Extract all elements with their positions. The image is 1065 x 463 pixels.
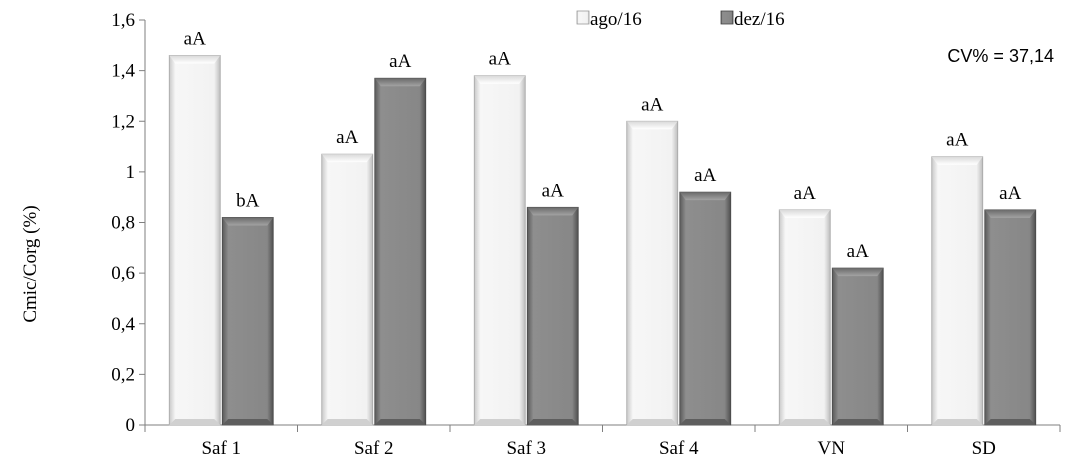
y-tick-label: 0 xyxy=(126,415,136,436)
bar-data-label: aA xyxy=(847,241,869,262)
bar-ago16 xyxy=(626,120,679,426)
legend-swatch-ago16 xyxy=(576,10,590,25)
bar-bevel-bottom xyxy=(832,419,884,425)
legend-label-ago16: ago/16 xyxy=(590,9,642,30)
bar-body xyxy=(831,267,884,426)
y-axis-label: Cmic/Corg (%) xyxy=(20,205,41,322)
bar-bevel-top xyxy=(374,78,426,87)
bar-body xyxy=(778,209,831,426)
bar-bevel-bottom xyxy=(474,419,526,425)
x-tick-label: VN xyxy=(818,438,846,459)
bar-bevel-bottom xyxy=(779,419,831,425)
bar-bevel-top xyxy=(474,75,526,84)
bar-labels: aA aA aA aA aA aA bA aA aA aA aA aA xyxy=(184,28,1022,262)
bar-dez16 xyxy=(831,267,884,426)
bar-dez16 xyxy=(984,209,1037,426)
bar-bevel-bottom xyxy=(374,419,426,425)
y-tick-label: 0,2 xyxy=(111,364,135,385)
cv-annotation: CV% = 37,14 xyxy=(947,46,1054,66)
legend-label-dez16: dez/16 xyxy=(734,9,785,30)
bar-dez16 xyxy=(374,77,427,426)
bar-bevel-top xyxy=(626,121,678,130)
bar-body xyxy=(931,156,984,426)
bar-dez16 xyxy=(526,206,579,426)
bar-bevel-top xyxy=(931,156,983,165)
bar-bevel-top xyxy=(779,209,831,218)
x-tick-label: Saf 1 xyxy=(201,438,241,459)
x-tick-label: Saf 4 xyxy=(659,438,699,459)
bar-data-label: aA xyxy=(184,28,206,49)
bar-data-label: aA xyxy=(641,94,663,115)
bar-bevel-bottom xyxy=(931,419,983,425)
bar-body xyxy=(984,209,1037,426)
x-tick-label: Saf 2 xyxy=(354,438,394,459)
bar-ago16 xyxy=(473,75,526,426)
bar-body xyxy=(374,77,427,426)
bar-dez16 xyxy=(221,217,274,426)
bar-bevel-bottom xyxy=(984,419,1036,425)
y-tick-label: 1,4 xyxy=(111,61,135,82)
bar-ago16 xyxy=(931,156,984,426)
bar-body xyxy=(679,191,732,426)
bar-bevel-top xyxy=(832,268,884,277)
bar-data-label: aA xyxy=(489,49,511,70)
y-tick-label: 0,4 xyxy=(111,314,135,335)
bar-data-label: aA xyxy=(999,183,1021,204)
y-tick-label: 1,2 xyxy=(111,111,135,132)
bar-bevel-bottom xyxy=(679,419,731,425)
bar-body xyxy=(321,153,374,426)
bar-bevel-top xyxy=(679,192,731,201)
bar-data-label: aA xyxy=(694,165,716,186)
bar-bevel-top xyxy=(169,55,221,64)
bar-bevel-top xyxy=(984,209,1036,218)
bar-data-label: aA xyxy=(946,130,968,151)
y-tick-label: 0,8 xyxy=(111,213,135,234)
y-tick-label: 1 xyxy=(126,162,136,183)
bar-bevel-bottom xyxy=(321,419,373,425)
bar-bevel-top xyxy=(222,217,274,226)
bar-dez16 xyxy=(679,191,732,426)
legend-item-ago16: ago/16 xyxy=(576,9,642,30)
legend-swatch-dez16 xyxy=(720,10,734,25)
bars xyxy=(168,55,1037,426)
bar-body xyxy=(526,206,579,426)
bar-body xyxy=(626,120,679,426)
y-tick-label: 0,6 xyxy=(111,263,135,284)
bar-body xyxy=(221,217,274,426)
bar-bevel-top xyxy=(321,154,373,163)
legend-item-dez16: dez/16 xyxy=(720,9,785,30)
bar-bevel-bottom xyxy=(527,419,579,425)
bar-data-label: aA xyxy=(389,51,411,72)
bar-ago16 xyxy=(321,153,374,426)
bar-ago16 xyxy=(778,209,831,426)
y-ticks: 0 0,2 0,4 0,6 0,8 1 1,2 1,4 1,6 xyxy=(111,10,145,436)
bar-data-label: aA xyxy=(336,127,358,148)
x-ticks: Saf 1 Saf 2 Saf 3 Saf 4 VN SD xyxy=(144,425,1061,459)
bar-body xyxy=(168,55,221,426)
bar-data-label: aA xyxy=(794,183,816,204)
x-tick-label: Saf 3 xyxy=(506,438,546,459)
bar-body xyxy=(473,75,526,426)
x-tick-label: SD xyxy=(972,438,996,459)
bar-bevel-bottom xyxy=(222,419,274,425)
bar-bevel-bottom xyxy=(626,419,678,425)
bar-data-label: bA xyxy=(236,190,260,211)
bar-bevel-top xyxy=(527,207,579,216)
bar-ago16 xyxy=(168,55,221,426)
axes xyxy=(144,20,1060,426)
bar-bevel-bottom xyxy=(169,419,221,425)
bar-data-label: aA xyxy=(542,180,564,201)
legend: ago/16 dez/16 xyxy=(576,9,785,30)
y-tick-label: 1,6 xyxy=(111,10,135,31)
